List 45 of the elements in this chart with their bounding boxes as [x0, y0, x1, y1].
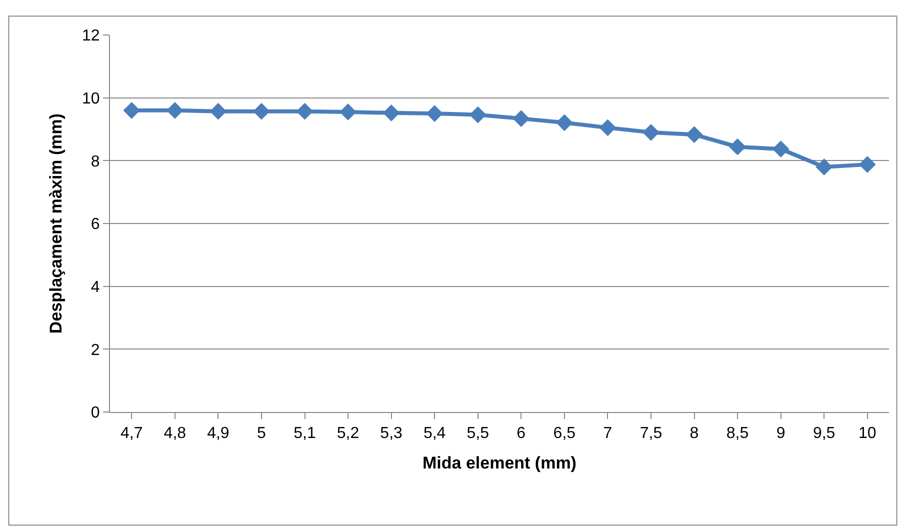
- y-tick-label: 12: [82, 28, 100, 45]
- x-tick-label: 5,4: [423, 425, 446, 442]
- point: [686, 126, 703, 144]
- point: [512, 110, 530, 128]
- x-tick-label: 6: [516, 425, 526, 442]
- x-tick-label: 10: [858, 425, 876, 442]
- x-tick-label: 4,7: [120, 425, 143, 442]
- point: [772, 140, 790, 158]
- x-tick-label: 8: [690, 425, 699, 442]
- point: [729, 138, 746, 156]
- point: [296, 102, 314, 120]
- x-tick-label: 4,9: [207, 425, 230, 442]
- x-tick-label: 5,1: [294, 425, 316, 442]
- y-tick-label: 4: [90, 278, 100, 296]
- y-tick-label: 10: [82, 90, 100, 108]
- point: [469, 106, 486, 124]
- point: [816, 158, 833, 176]
- point: [599, 119, 616, 136]
- point: [340, 104, 356, 120]
- point: [556, 114, 573, 132]
- point: [123, 102, 140, 119]
- point: [642, 124, 660, 141]
- x-tick-label: 7,5: [640, 425, 662, 442]
- x-tick-label: 6,5: [553, 425, 576, 442]
- x-tick-label: 5,2: [336, 425, 360, 442]
- x-tick-label: 7: [603, 425, 612, 442]
- y-tick-label: 2: [90, 342, 100, 359]
- y-tick-label: 6: [90, 216, 100, 234]
- y-tick-label: 0: [90, 404, 100, 422]
- x-tick-label: 8,5: [726, 425, 749, 442]
- y-axis-title: Desplaçament màxim (mm): [46, 113, 66, 334]
- x-tick-label: 5,5: [466, 425, 490, 442]
- point: [858, 156, 876, 173]
- point: [426, 105, 444, 122]
- x-tick-label: 9,5: [812, 425, 836, 442]
- x-tick-label: 4,8: [164, 425, 186, 442]
- x-tick-label: 9: [776, 425, 786, 442]
- x-tick-label: 5: [257, 425, 266, 442]
- point: [382, 104, 400, 122]
- x-tick-label: 5,3: [380, 425, 403, 442]
- point: [210, 102, 227, 120]
- x-axis-title: Mida element (mm): [422, 454, 576, 473]
- point: [166, 102, 184, 119]
- point: [253, 102, 270, 120]
- y-tick-label: 8: [90, 153, 100, 170]
